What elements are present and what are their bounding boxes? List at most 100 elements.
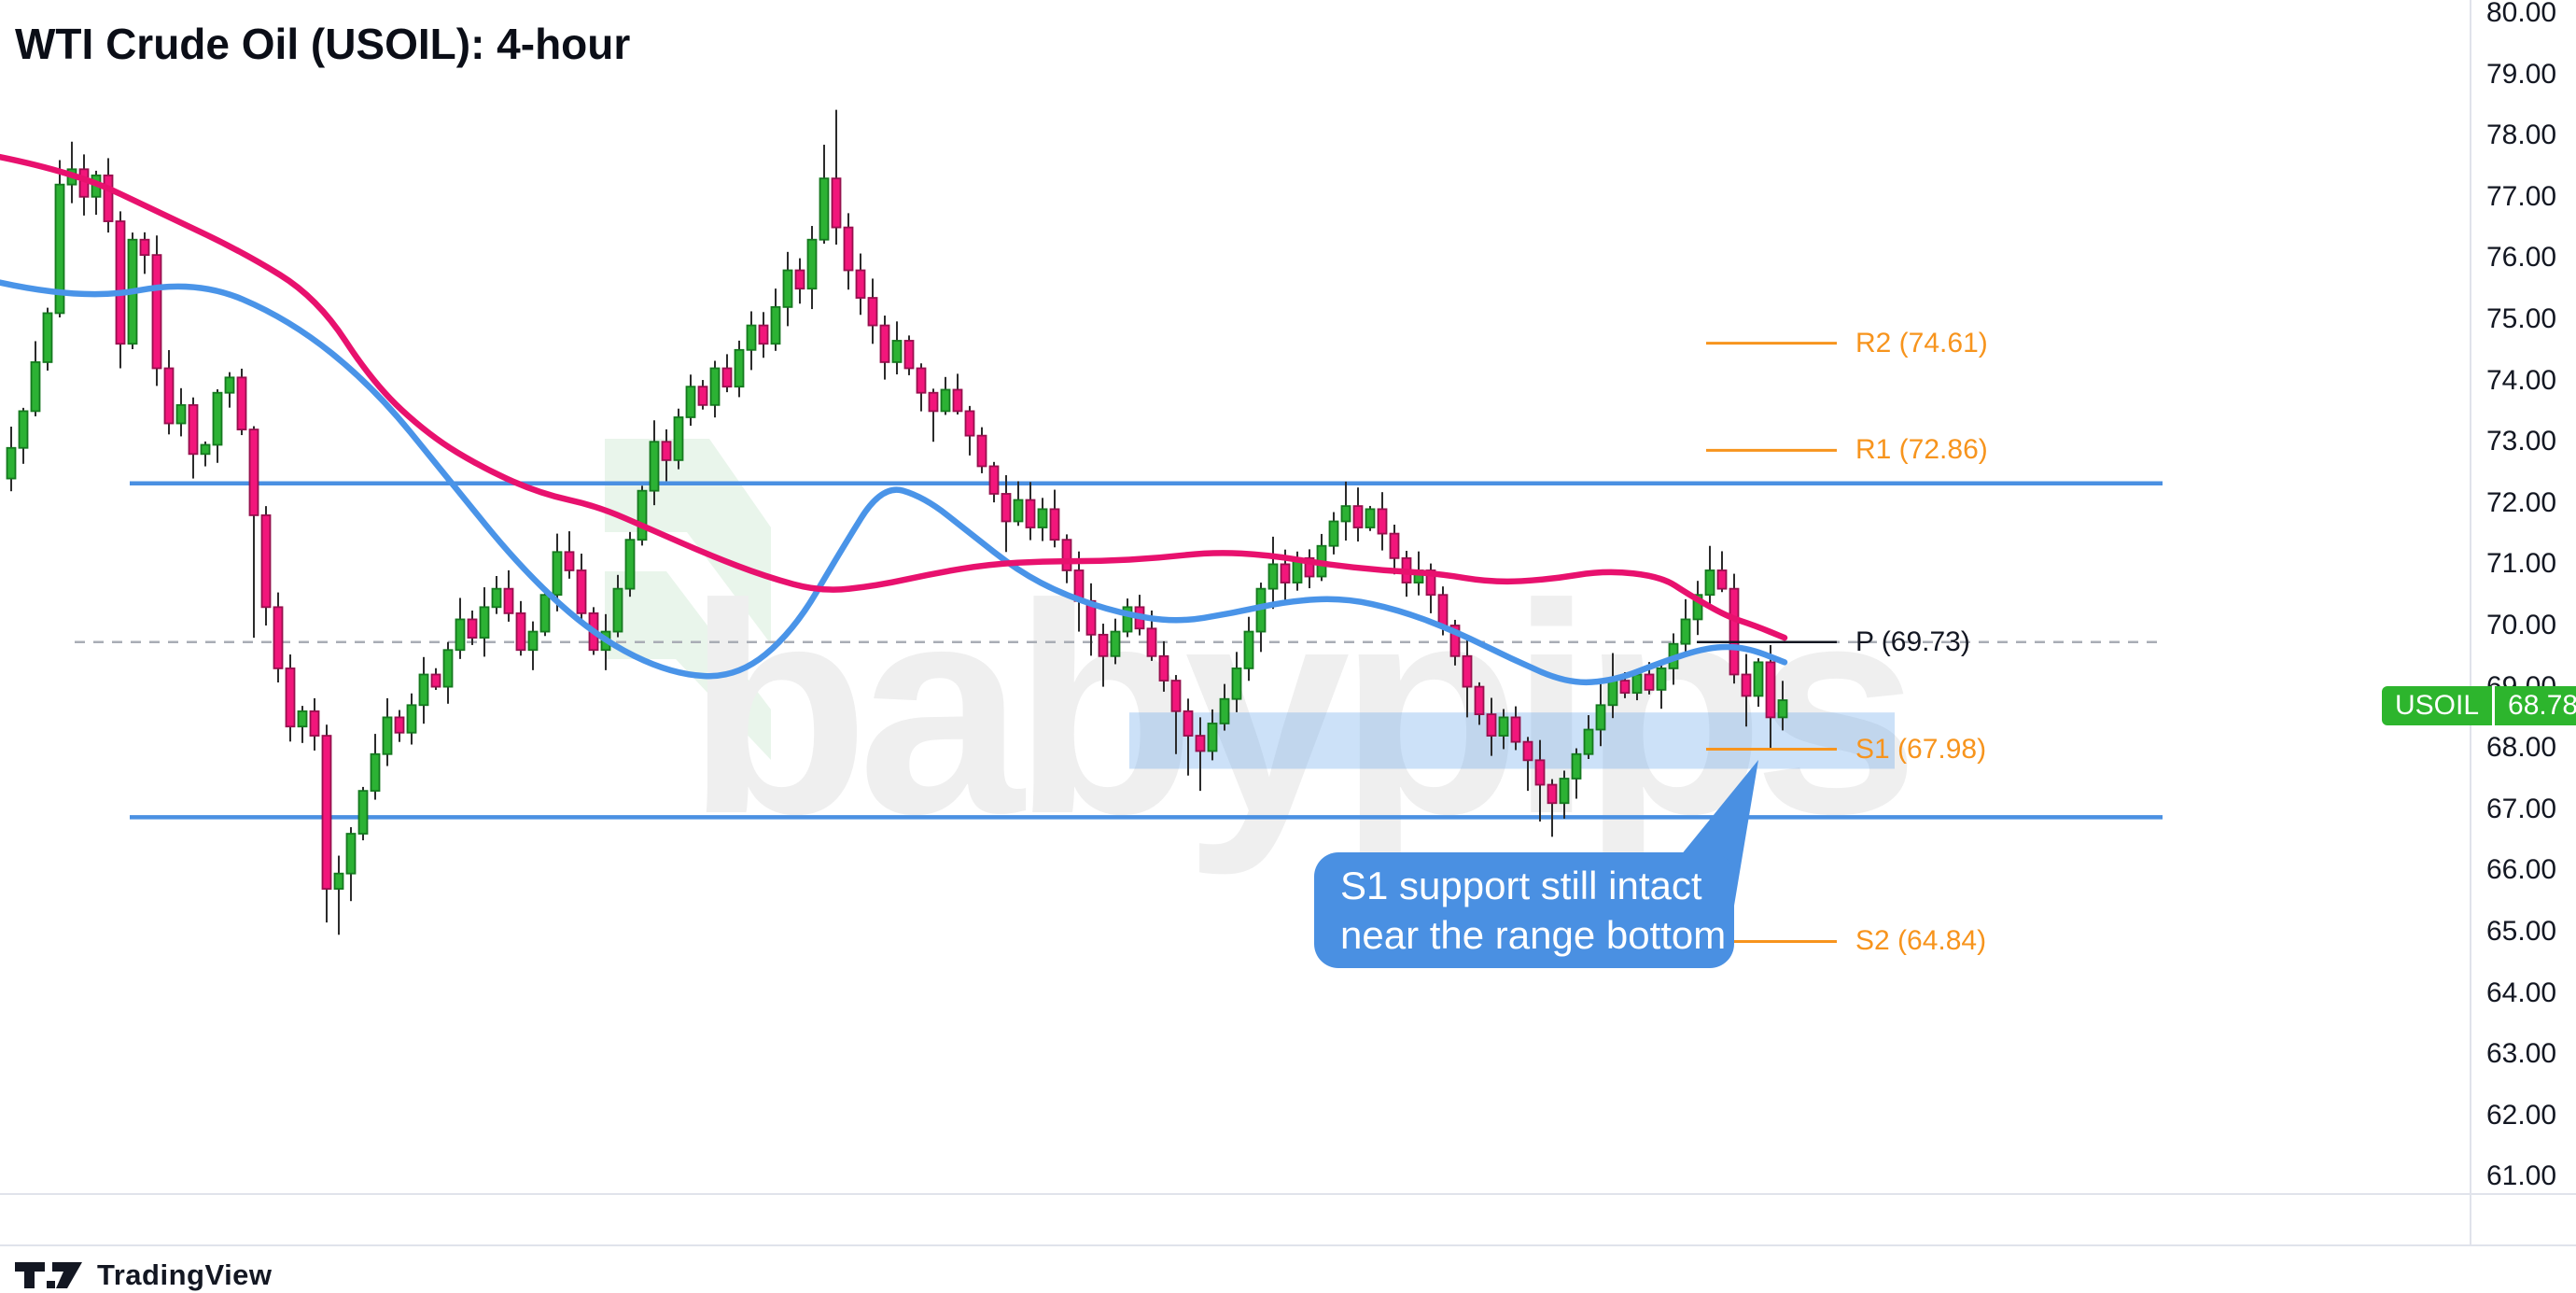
badge-price: 68.78 — [2495, 686, 2576, 725]
candle — [139, 232, 150, 274]
candle — [357, 786, 369, 841]
price-axis-label: 78.00 — [2486, 119, 2557, 151]
candle — [285, 654, 296, 742]
candle — [1328, 512, 1339, 555]
price-axis-label: 73.00 — [2486, 426, 2557, 457]
candle — [1352, 487, 1364, 542]
price-axis-label: 72.00 — [2486, 486, 2557, 518]
candle — [1753, 658, 1764, 708]
last-price-badge[interactable]: USOIL 68.78 — [2382, 686, 2576, 725]
candle — [988, 461, 1000, 503]
callout-line-2: near the range bottom — [1340, 913, 1727, 957]
candle — [1267, 536, 1279, 610]
candle — [746, 311, 757, 371]
price-axis-label: 63.00 — [2486, 1038, 2557, 1070]
candle — [1340, 481, 1351, 541]
candle — [1680, 598, 1691, 652]
candle — [103, 158, 114, 233]
time-axis-top-border — [0, 1193, 2576, 1195]
candle — [418, 656, 429, 724]
candle — [734, 340, 745, 398]
candle — [1729, 573, 1740, 684]
candle — [1462, 636, 1473, 718]
time-axis-bottom-border — [0, 1244, 2576, 1246]
candle — [321, 724, 332, 923]
candle — [1098, 624, 1109, 687]
price-axis-label: 80.00 — [2486, 0, 2557, 28]
candle — [1195, 717, 1206, 792]
candle — [491, 575, 502, 614]
candle — [1522, 737, 1533, 792]
candle — [248, 426, 259, 639]
tradingview-logo[interactable]: TradingView — [13, 1258, 273, 1292]
candle — [1692, 581, 1703, 636]
candle — [236, 368, 247, 436]
candle — [576, 554, 587, 625]
candle — [831, 109, 842, 245]
price-axis-label: 74.00 — [2486, 364, 2557, 396]
pivot-label-R1: R1 (72.86) — [1855, 434, 1988, 466]
candle — [1304, 549, 1315, 589]
candle — [1243, 616, 1254, 682]
price-axis-label: 66.00 — [2486, 854, 2557, 886]
candle — [1049, 489, 1060, 548]
candle — [794, 258, 805, 304]
candle — [697, 380, 708, 410]
candle — [91, 170, 102, 216]
candle — [661, 429, 672, 482]
price-axis-label: 64.00 — [2486, 977, 2557, 1008]
candle — [188, 397, 199, 479]
candle — [564, 531, 575, 579]
candle — [782, 251, 793, 327]
candle — [1025, 482, 1036, 541]
candle — [1001, 475, 1012, 553]
price-axis-border — [2470, 0, 2471, 1244]
badge-symbol: USOIL — [2382, 686, 2493, 725]
price-axis[interactable]: 80.00 79.00 78.00 77.00 76.00 75.00 74.00 73.00… — [2470, 0, 2576, 1193]
candle — [709, 360, 721, 418]
price-axis-label: 71.00 — [2486, 548, 2557, 580]
candle — [758, 312, 769, 358]
candle — [273, 592, 284, 683]
candle — [430, 668, 441, 691]
candle — [6, 426, 17, 492]
candle — [867, 278, 878, 344]
range-lines — [130, 481, 2163, 820]
annotation-callout[interactable]: S1 support still intact near the range b… — [1314, 852, 1734, 968]
candle — [673, 408, 684, 470]
candle — [928, 388, 939, 443]
candle — [1765, 645, 1776, 749]
candle — [78, 154, 90, 216]
candle — [479, 587, 490, 657]
pivot-label-R2: R2 (74.61) — [1855, 327, 1988, 358]
candle — [1498, 709, 1509, 750]
candle — [345, 827, 357, 902]
candle — [1595, 683, 1606, 747]
candle — [843, 213, 854, 290]
candle — [200, 441, 211, 467]
candle — [333, 855, 344, 935]
candle — [1534, 739, 1546, 822]
candle — [539, 590, 551, 637]
candle — [964, 405, 975, 456]
candle — [976, 427, 987, 473]
candle — [224, 372, 235, 408]
candle — [1377, 492, 1388, 551]
candle — [940, 376, 951, 415]
candle — [1231, 652, 1242, 712]
candle — [1474, 682, 1485, 725]
candle — [1122, 598, 1133, 638]
candle — [637, 485, 648, 546]
candle — [382, 697, 393, 766]
price-axis-label: 77.00 — [2486, 180, 2557, 212]
pivot-label-S2: S2 (64.84) — [1855, 925, 1987, 957]
candle — [819, 145, 830, 245]
price-axis-label: 65.00 — [2486, 916, 2557, 947]
candle — [1110, 618, 1121, 665]
time-axis[interactable]: Sep16Oct1422Nov1119Dec16242025 — [0, 1193, 2576, 1244]
page-title: WTI Crude Oil (USOIL): 4-hour — [15, 20, 631, 68]
candle — [1559, 770, 1570, 819]
price-axis-label: 62.00 — [2486, 1099, 2557, 1131]
